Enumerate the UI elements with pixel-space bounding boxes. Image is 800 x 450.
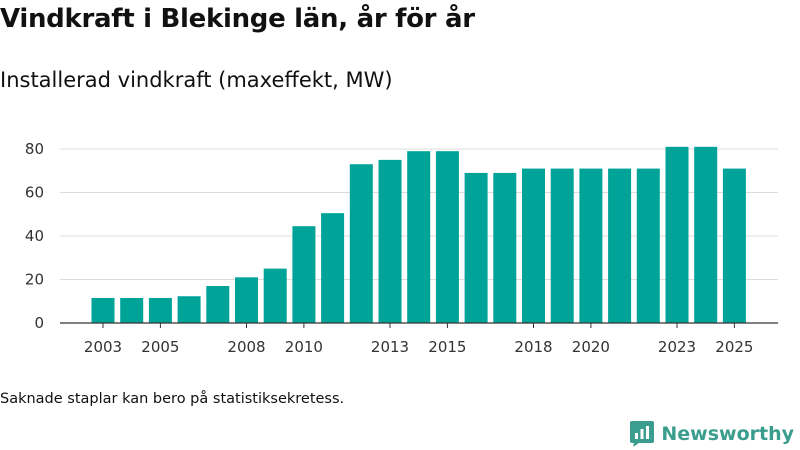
chart-title: Vindkraft i Blekinge län, år för år	[0, 4, 475, 34]
bar-2016	[464, 172, 488, 323]
bar-2008	[235, 277, 258, 323]
bar-2013	[378, 159, 402, 323]
y-tick-label: 80	[25, 140, 44, 158]
bar-2017	[493, 172, 517, 323]
bar-2022	[636, 168, 660, 323]
bar-2014	[407, 151, 431, 323]
axes: 0 20 40 60 80 2003 2005 2008 2010 2013 2015 2018 202…	[25, 140, 778, 356]
bar-2007	[206, 286, 230, 323]
bars	[91, 146, 746, 323]
x-tick-label: 2020	[572, 338, 610, 356]
bar-2012	[349, 164, 373, 323]
x-tick-label: 2015	[428, 338, 466, 356]
bar-2025	[722, 168, 746, 323]
bar-2009	[263, 268, 287, 323]
bar-2004	[120, 297, 144, 323]
bar-2019	[550, 168, 574, 323]
bar-2011	[321, 213, 345, 323]
y-tick-label: 20	[25, 271, 44, 289]
x-tick-label: 2025	[715, 338, 753, 356]
footnote: Saknade staplar kan bero på statistiksek…	[0, 391, 345, 407]
x-tick-label: 2013	[371, 338, 409, 356]
x-tick-label: 2008	[227, 338, 265, 356]
bar-2021	[608, 168, 632, 323]
y-tick-label: 0	[34, 314, 44, 332]
x-tick-label: 2003	[84, 338, 122, 356]
bar-2018	[522, 168, 545, 323]
bar-2010	[292, 226, 316, 323]
bar-2023	[665, 146, 689, 323]
y-tick-label: 40	[25, 227, 44, 245]
chart-subtitle: Installerad vindkraft (maxeffekt, MW)	[0, 68, 393, 92]
brand-logo: Newsworthy	[629, 420, 794, 448]
x-tick-label: 2005	[141, 338, 179, 356]
brand-name: Newsworthy	[661, 423, 794, 445]
x-tick-label: 2010	[285, 338, 323, 356]
y-tick-label: 60	[25, 184, 44, 202]
bar-2005	[148, 297, 172, 323]
x-tick-label: 2018	[514, 338, 552, 356]
newsworthy-logo-icon	[630, 421, 655, 447]
bar-2003	[91, 297, 115, 323]
bar-2020	[579, 168, 603, 323]
bar-2006	[177, 296, 201, 323]
bar-2024	[694, 146, 718, 323]
x-tick-label: 2023	[658, 338, 696, 356]
bar-2015	[435, 151, 459, 323]
bar-chart: 0 20 40 60 80 2003 2005 2008 2010 2013 2015 2018 202…	[25, 140, 778, 356]
